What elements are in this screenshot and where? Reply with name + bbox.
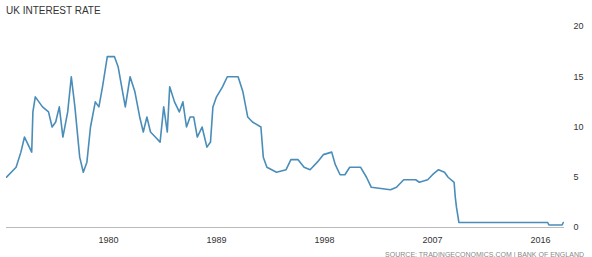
svg-text:1980: 1980 [98,235,118,245]
svg-text:2007: 2007 [422,235,442,245]
svg-text:10: 10 [574,122,584,132]
svg-text:5: 5 [574,172,579,182]
html-text:UK INTEREST RATE: UK INTEREST RATE [6,5,101,16]
svg-text:2016: 2016 [530,235,550,245]
svg-text:0: 0 [574,222,579,232]
svg-text:20: 20 [574,21,584,31]
svg-text:15: 15 [574,72,584,82]
html-text:SOURCE: TRADINGECONOMICS.COM |: SOURCE: TRADINGECONOMICS.COM | BANK OF E… [385,251,584,257]
svg-text:1998: 1998 [314,235,334,245]
svg-text:1989: 1989 [206,235,226,245]
